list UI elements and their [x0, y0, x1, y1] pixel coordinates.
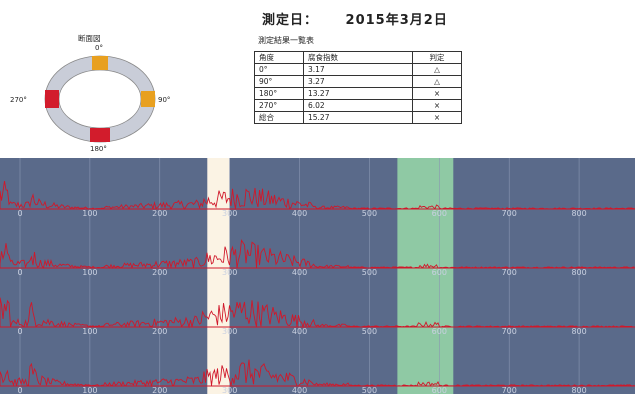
x-tick-label: 500: [362, 209, 377, 218]
table-row: 総合 15.27 ×: [254, 111, 462, 124]
x-tick-label: 300: [222, 327, 237, 336]
cell-angle: 0°: [254, 63, 304, 76]
header-index: 腐食指数: [303, 51, 413, 64]
spectrum-trace-2: [0, 238, 635, 269]
cell-angle: 総合: [254, 111, 304, 124]
ring-base: [45, 56, 155, 142]
ring-label-0: 0°: [95, 44, 103, 52]
x-tick-label: 500: [362, 327, 377, 336]
ring-segment-90: [141, 91, 155, 107]
date-label: 測定日：: [262, 13, 319, 28]
spectra-chart: 0 100 200 300 400 500 600 700 800 0 100 200 300 400 50…: [0, 158, 635, 394]
cell-judgement: △: [412, 63, 462, 76]
chart-background: [0, 158, 635, 394]
header-angle: 角度: [254, 51, 304, 64]
x-tick-label: 100: [82, 327, 97, 336]
x-tick-label: 400: [292, 268, 307, 277]
table-row: 90° 3.27 △: [254, 75, 462, 88]
x-tick-label: 600: [432, 386, 447, 394]
table-row: 270° 6.02 ×: [254, 99, 462, 112]
results-table: 角度 腐食指数 判定 0° 3.17 △ 90° 3.27 △ 180° 13.…: [254, 51, 462, 124]
x-tick-label: 0: [17, 327, 22, 336]
x-tick-label: 0: [17, 209, 22, 218]
cell-index: 6.02: [303, 99, 413, 112]
x-tick-label: 0: [17, 268, 22, 277]
x-tick-label: 700: [502, 268, 517, 277]
x-tick-label: 700: [502, 327, 517, 336]
cell-index: 3.17: [303, 63, 413, 76]
x-tick-label: 100: [82, 386, 97, 394]
x-tick-label: 400: [292, 327, 307, 336]
table-caption: 測定結果一覧表: [258, 36, 314, 45]
ring-segment-180: [90, 128, 110, 142]
cell-index: 3.27: [303, 75, 413, 88]
x-tick-label: 600: [432, 209, 447, 218]
x-tick-label: 700: [502, 386, 517, 394]
x-tick-label: 500: [362, 268, 377, 277]
x-tick-label: 600: [432, 327, 447, 336]
x-tick-label: 400: [292, 386, 307, 394]
spectrum-trace-4: [0, 359, 635, 388]
x-tick-label: 800: [571, 327, 586, 336]
x-tick-label: 800: [571, 386, 586, 394]
x-tick-label: 100: [82, 268, 97, 277]
x-tick-label: 800: [571, 268, 586, 277]
cell-judgement: ×: [412, 99, 462, 112]
x-tick-label: 300: [222, 268, 237, 277]
table-row: 0° 3.17 △: [254, 63, 462, 76]
ring-segment-270: [45, 90, 59, 108]
cell-angle: 90°: [254, 75, 304, 88]
x-tick-label: 700: [502, 209, 517, 218]
measurement-date: 測定日： 2015年3月2日: [262, 9, 448, 28]
cross-section-ring: [44, 55, 156, 143]
ring-label-180: 180°: [90, 145, 107, 153]
cell-angle: 270°: [254, 99, 304, 112]
x-tick-label: 300: [222, 209, 237, 218]
ring-segment-0: [92, 56, 108, 70]
x-tick-label: 500: [362, 386, 377, 394]
cell-judgement: ×: [412, 111, 462, 124]
x-tick-label: 200: [152, 327, 167, 336]
x-tick-label: 0: [17, 386, 22, 394]
date-value: 2015年3月2日: [345, 13, 448, 28]
ring-label-90: 90°: [158, 96, 171, 104]
highlight-band-1: [397, 158, 454, 394]
cell-index: 15.27: [303, 111, 413, 124]
cross-section-title: 断面図: [78, 34, 101, 43]
table-header-row: 角度 腐食指数 判定: [254, 51, 462, 64]
header-judgement: 判定: [412, 51, 462, 64]
cell-angle: 180°: [254, 87, 304, 100]
x-tick-label: 200: [152, 386, 167, 394]
x-tick-label: 200: [152, 268, 167, 277]
ring-label-270: 270°: [10, 96, 27, 104]
x-tick-label: 800: [571, 209, 586, 218]
x-tick-label: 300: [222, 386, 237, 394]
cell-judgement: ×: [412, 87, 462, 100]
table-row: 180° 13.27 ×: [254, 87, 462, 100]
x-tick-label: 200: [152, 209, 167, 218]
spectrum-trace-3: [0, 297, 635, 329]
x-tick-label: 400: [292, 209, 307, 218]
ring-outline-inner: [58, 69, 142, 129]
cell-judgement: △: [412, 75, 462, 88]
cell-index: 13.27: [303, 87, 413, 100]
x-tick-label: 600: [432, 268, 447, 277]
x-tick-label: 100: [82, 209, 97, 218]
spectrum-trace-1: [0, 181, 635, 210]
highlight-band-0: [207, 158, 230, 394]
